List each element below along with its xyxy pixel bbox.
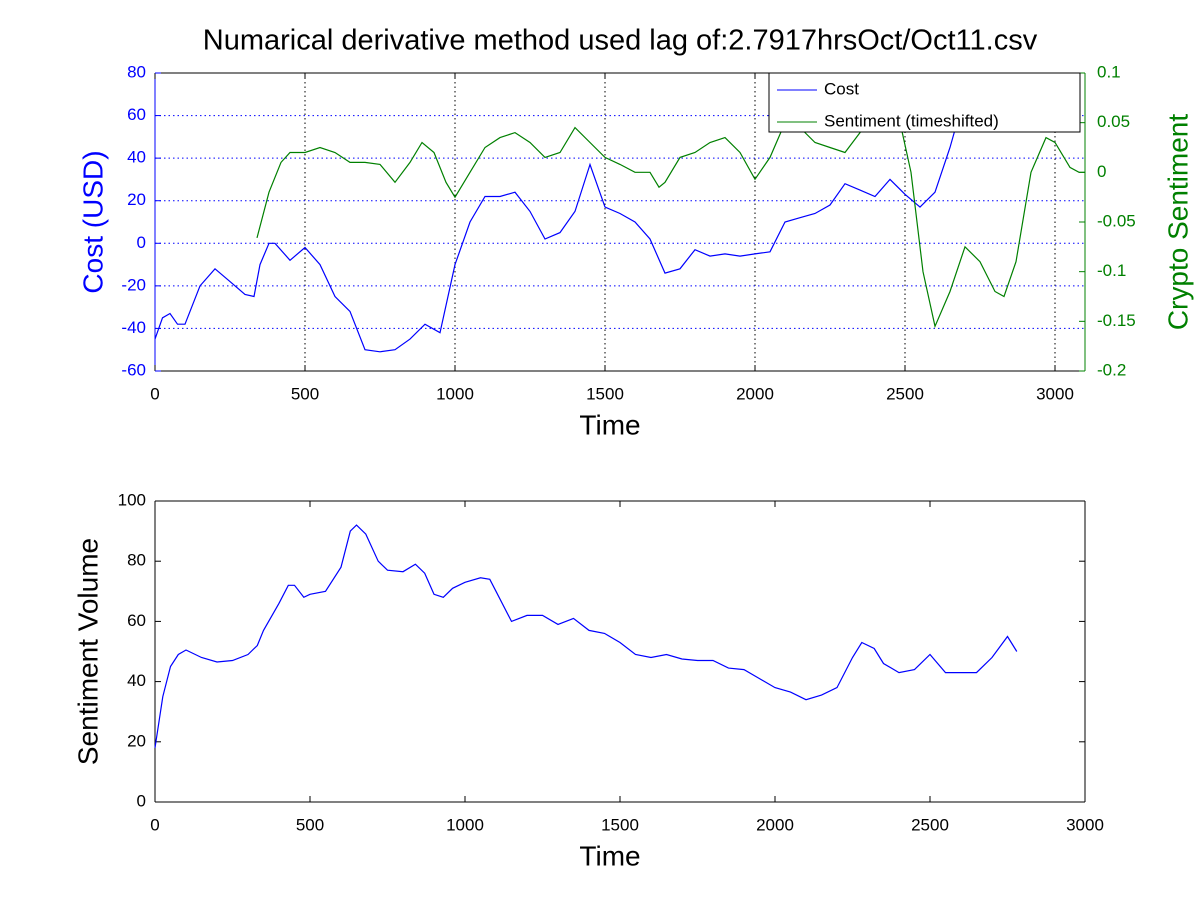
y2-tick-label: -0.15 bbox=[1097, 311, 1136, 330]
y2-axis-label: Crypto Sentiment bbox=[1162, 114, 1193, 331]
y2-tick-label: -0.1 bbox=[1097, 261, 1126, 280]
y-tick-label: -20 bbox=[121, 275, 146, 294]
y-tick-label: 0 bbox=[137, 233, 146, 252]
x-tick-label: 1500 bbox=[586, 384, 624, 403]
x-axis-label: Time bbox=[579, 840, 640, 871]
x-tick-label: 0 bbox=[150, 384, 159, 403]
legend-box bbox=[768, 72, 1081, 133]
y-tick-label: 40 bbox=[127, 148, 146, 167]
y2-tick-label: -0.05 bbox=[1097, 211, 1136, 230]
y-tick-label: 20 bbox=[127, 190, 146, 209]
y-tick-label: 80 bbox=[127, 62, 146, 81]
x-tick-label: 0 bbox=[150, 815, 159, 834]
x-tick-label: 2000 bbox=[756, 815, 794, 834]
y2-tick-label: 0.1 bbox=[1097, 62, 1121, 81]
x-tick-label: 1000 bbox=[436, 384, 474, 403]
series-line bbox=[154, 524, 1018, 748]
y-tick-label: 20 bbox=[127, 731, 146, 750]
x-tick-label: 1000 bbox=[446, 815, 484, 834]
y-axis-label: Sentiment Volume bbox=[72, 538, 103, 765]
y2-tick-label: -0.2 bbox=[1097, 360, 1126, 379]
series-line bbox=[154, 78, 990, 353]
x-tick-label: 2000 bbox=[736, 384, 774, 403]
x-tick-label: 2500 bbox=[911, 815, 949, 834]
x-tick-label: 1500 bbox=[601, 815, 639, 834]
y-tick-label: 80 bbox=[127, 551, 146, 570]
y-tick-label: 60 bbox=[127, 105, 146, 124]
x-tick-label: 2500 bbox=[886, 384, 924, 403]
x-tick-label: 3000 bbox=[1036, 384, 1074, 403]
x-tick-label: 500 bbox=[291, 384, 319, 403]
legend-label: Cost bbox=[824, 79, 859, 98]
y-tick-label: 60 bbox=[127, 611, 146, 630]
y-tick-label: -60 bbox=[121, 360, 146, 379]
y-tick-label: 40 bbox=[127, 671, 146, 690]
y-axis-label: Cost (USD) bbox=[77, 150, 108, 293]
y-tick-label: 100 bbox=[118, 490, 146, 509]
y2-tick-label: 0 bbox=[1097, 162, 1106, 181]
x-tick-label: 3000 bbox=[1066, 815, 1104, 834]
y-tick-label: -40 bbox=[121, 318, 146, 337]
series-line bbox=[256, 109, 1085, 329]
chart-title: Numarical derivative method used lag of:… bbox=[203, 25, 1038, 57]
x-tick-label: 500 bbox=[296, 815, 324, 834]
legend-label: Sentiment (timeshifted) bbox=[824, 111, 999, 130]
y2-tick-label: 0.05 bbox=[1097, 112, 1130, 131]
x-axis-label: Time bbox=[579, 409, 640, 440]
y-tick-label: 0 bbox=[137, 791, 146, 810]
